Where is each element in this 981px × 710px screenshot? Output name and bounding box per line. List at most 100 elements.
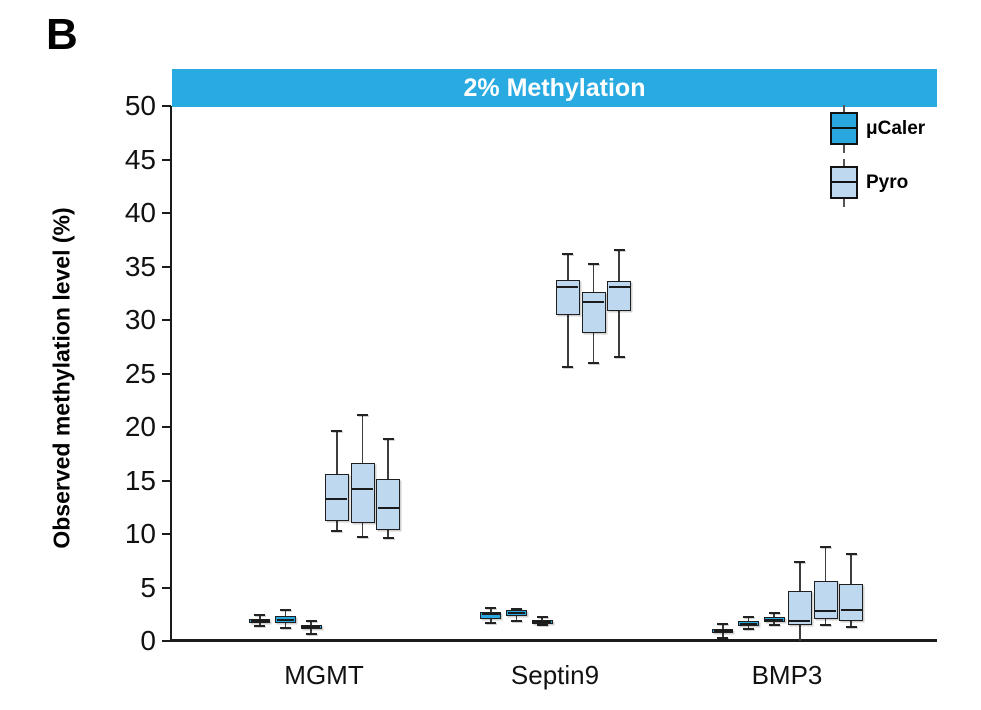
x-category-label-septin9: Septin9: [510, 660, 600, 690]
box-Pyro-MGMT-3: [376, 479, 401, 530]
legend-item-pyro: Pyro: [829, 158, 925, 208]
y-tick: [162, 372, 171, 375]
median-line: [276, 618, 295, 621]
whisker-cap-top: [613, 249, 625, 252]
median-line: [583, 300, 604, 303]
median-line: [352, 487, 373, 491]
whisker-cap-bottom: [536, 623, 548, 626]
whisker-cap-bottom: [845, 626, 857, 629]
y-tick-label: 20: [124, 411, 156, 442]
box-Pyro-MGMT-2: [350, 463, 375, 524]
median-line: [789, 619, 811, 622]
whisker-cap-top: [742, 616, 754, 619]
y-tick-label: 45: [124, 143, 156, 175]
ucaler-boxplot-icon: [829, 105, 859, 153]
y-tick-label: 30: [124, 304, 156, 335]
y-tick: [162, 426, 171, 428]
whisker-cap-bottom: [305, 632, 317, 635]
whisker-cap-top: [717, 622, 729, 625]
legend-item-ucaler: μCaler: [829, 104, 925, 154]
y-tick-label: 25: [124, 357, 156, 389]
whisker-cap-bottom: [562, 366, 574, 369]
whisker-cap-bottom: [510, 619, 522, 622]
median-line: [302, 625, 321, 629]
whisker-cap-bottom: [717, 636, 729, 639]
median-line: [815, 609, 836, 613]
median-line: [481, 613, 500, 616]
y-tick: [162, 105, 171, 107]
legend-box-swatch: [830, 166, 858, 199]
y-axis-title: Observed methylation level (%): [48, 207, 75, 549]
whisker-cap-top: [562, 252, 574, 255]
whisker-cap-top: [331, 430, 343, 433]
y-tick-label: 0: [140, 625, 156, 656]
whisker-cap-top: [382, 437, 394, 440]
whisker-cap-bottom: [331, 529, 343, 532]
median-line: [533, 620, 552, 623]
median-line: [557, 285, 579, 288]
whisker-cap-bottom: [485, 621, 497, 624]
y-axis-line: [170, 106, 173, 641]
median-line: [765, 618, 784, 621]
median-line: [840, 608, 862, 612]
median-line: [739, 622, 758, 625]
median-line: [326, 497, 348, 500]
median-line: [377, 507, 399, 510]
legend-box-swatch: [830, 112, 858, 145]
panel-label: B: [46, 10, 78, 59]
whisker-cap-top: [820, 545, 832, 548]
x-category-label-bmp3: BMP3: [751, 660, 823, 690]
y-tick: [162, 158, 171, 161]
median-line: [507, 612, 526, 615]
box-Pyro-BMP3-2: [813, 581, 838, 619]
whisker-cap-top: [305, 619, 317, 622]
whisker-cap-top: [794, 560, 806, 563]
box-Pyro-BMP3-1: [787, 590, 812, 625]
whisker-cap-bottom: [382, 537, 394, 540]
x-category-label-mgmt: MGMT: [284, 660, 364, 690]
chart-title: 2% Methylation: [463, 73, 646, 102]
whisker-cap-bottom: [588, 361, 600, 364]
y-tick: [162, 319, 171, 321]
y-tick-label: 15: [124, 464, 156, 496]
whisker-cap-bottom: [357, 536, 369, 539]
whisker-cap-bottom: [279, 627, 291, 630]
legend: μCaler Pyro: [829, 104, 925, 208]
whisker-cap-bottom: [254, 625, 266, 628]
whisker-cap-top: [357, 414, 369, 417]
whisker-cap-top: [768, 612, 780, 615]
whisker-cap-top: [254, 614, 266, 617]
median-line: [250, 619, 269, 622]
y-tick-label: 40: [124, 197, 156, 228]
y-tick-label: 50: [124, 90, 156, 121]
whisker-cap-bottom: [820, 623, 832, 626]
box-Pyro-Septin9-2: [581, 292, 606, 333]
legend-median-line: [832, 181, 856, 183]
chart-title-banner: 2% Methylation: [172, 69, 937, 107]
y-tick: [162, 586, 171, 589]
y-tick: [162, 533, 171, 535]
y-tick: [162, 265, 171, 268]
whisker-cap-top: [845, 553, 857, 556]
whisker-cap-top: [588, 263, 600, 266]
whisker-cap-top: [510, 607, 522, 610]
legend-label-ucaler: μCaler: [866, 118, 926, 139]
y-tick-label: 5: [140, 571, 156, 603]
median-line: [713, 630, 732, 633]
whisker-cap-top: [279, 608, 291, 611]
legend-label-pyro: Pyro: [866, 172, 909, 193]
x-axis-line: [170, 639, 937, 642]
y-tick: [162, 212, 171, 214]
median-line: [608, 285, 630, 288]
whisker-cap-bottom: [742, 628, 754, 631]
whisker-cap-top: [536, 616, 548, 619]
box-Pyro-BMP3-3: [839, 584, 864, 621]
pyro-boxplot-icon: [829, 159, 859, 207]
y-tick-label: 35: [124, 250, 156, 282]
y-tick-label: 10: [124, 518, 156, 549]
y-tick: [162, 640, 171, 642]
whisker-cap-top: [485, 606, 497, 609]
y-tick: [162, 479, 171, 482]
whisker-cap-bottom: [768, 623, 780, 626]
